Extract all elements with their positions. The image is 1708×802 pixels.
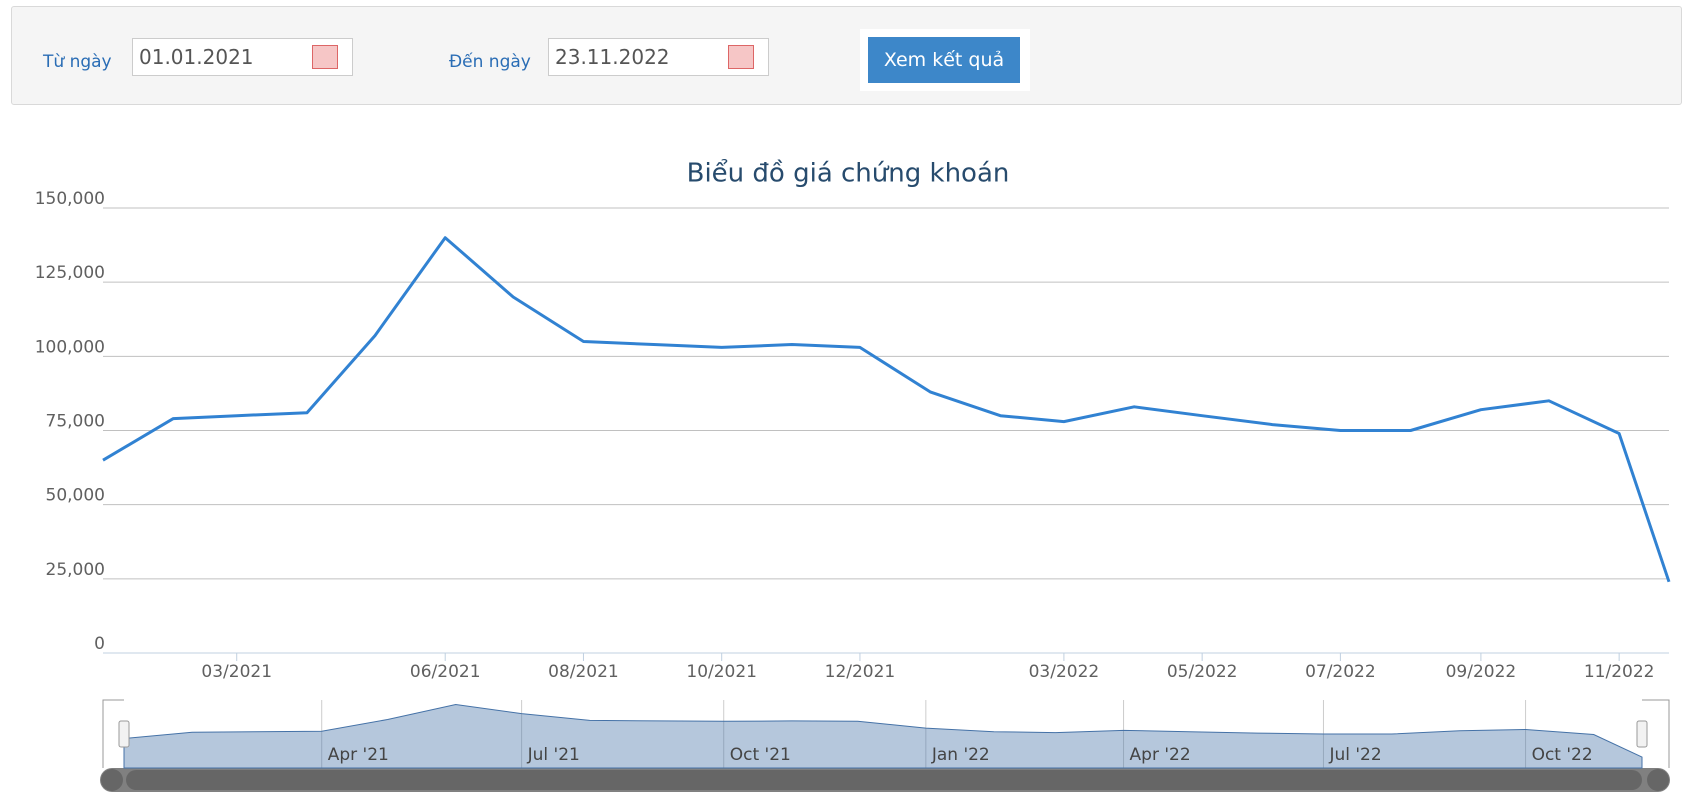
scroll-right[interactable]: [1647, 769, 1669, 791]
navigator-label: Apr '22: [1130, 745, 1191, 765]
navigator-handle[interactable]: [1636, 720, 1648, 748]
from-input[interactable]: 01.01.2021: [132, 38, 353, 76]
submit-button[interactable]: Xem kết quả: [868, 37, 1020, 83]
navigator-label: Jan '22: [931, 745, 990, 765]
navigator-label: Apr '21: [328, 745, 389, 765]
calendar-icon[interactable]: [312, 45, 338, 69]
navigator-handle[interactable]: [118, 720, 130, 748]
filter-bar: Từ ngày 01.01.2021 Đến ngày 23.11.2022 X…: [11, 6, 1682, 105]
chart-title: Biểu đồ giá chứng khoán: [687, 158, 1010, 189]
navigator-outline: [102, 699, 1670, 768]
y-tick-label: 75,000: [46, 412, 105, 432]
from-value: 01.01.2021: [139, 45, 254, 69]
x-tick-label: 09/2022: [1446, 662, 1517, 682]
x-tick-label: 12/2021: [825, 662, 896, 682]
y-tick-label: 100,000: [35, 337, 105, 357]
calendar-icon[interactable]: [728, 45, 754, 69]
x-tick-label: 07/2022: [1305, 662, 1376, 682]
x-tick-label: 05/2022: [1167, 662, 1238, 682]
y-tick-label: 0: [94, 634, 105, 654]
x-tick-label: 03/2022: [1029, 662, 1100, 682]
x-tick-label: 11/2022: [1584, 662, 1655, 682]
to-input[interactable]: 23.11.2022: [548, 38, 769, 76]
y-tick-label: 50,000: [46, 486, 105, 506]
scroll-left[interactable]: [101, 769, 123, 791]
navigator-area: [123, 703, 1643, 769]
x-tick-label: 03/2021: [201, 662, 272, 682]
navigator-label: Jul '22: [1328, 745, 1381, 765]
x-tick-label: 10/2021: [686, 662, 757, 682]
navigator-label: Jul '21: [527, 745, 580, 765]
to-value: 23.11.2022: [555, 45, 670, 69]
to-label: Đến ngày: [449, 52, 531, 72]
y-tick-label: 25,000: [46, 560, 105, 580]
submit-wrap: Xem kết quả: [860, 29, 1030, 91]
y-tick-label: 150,000: [35, 189, 105, 209]
navigator-label: Oct '22: [1532, 745, 1593, 765]
price-line: [102, 236, 1671, 583]
navigator-label: Oct '21: [730, 745, 791, 765]
x-tick-label: 06/2021: [410, 662, 481, 682]
from-label: Từ ngày: [43, 52, 112, 72]
scrollbar-thumb[interactable]: [126, 770, 1642, 790]
x-tick-label: 08/2021: [548, 662, 619, 682]
y-tick-label: 125,000: [35, 263, 105, 283]
